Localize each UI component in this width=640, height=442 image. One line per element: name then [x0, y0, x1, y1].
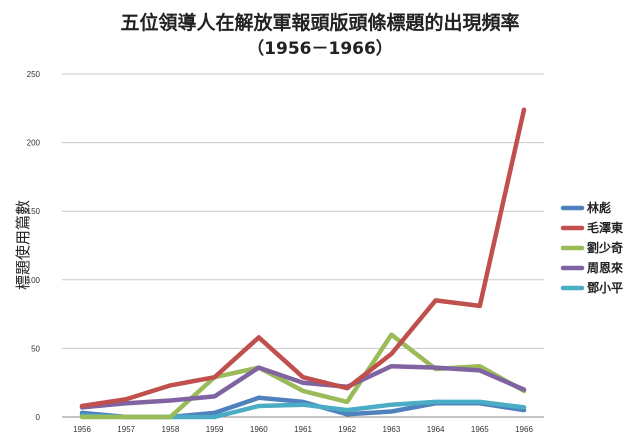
x-tick-label: 1965 [471, 425, 489, 434]
x-tick-label: 1962 [338, 425, 356, 434]
gridlines [62, 73, 544, 418]
y-tick-label: 150 [27, 207, 41, 216]
y-tick-label: 0 [36, 413, 41, 422]
legend-entry: 林彪 [587, 200, 611, 215]
x-tick-label: 1960 [250, 425, 268, 434]
x-tick-label: 1961 [294, 425, 312, 434]
x-tick-label: 1957 [117, 425, 135, 434]
y-tick-label: 100 [27, 276, 41, 285]
legend-entry: 劉少奇 [586, 240, 623, 255]
chart-title: 五位領導人在解放軍報頭版頭條標題的出現頻率 [120, 11, 519, 34]
x-tick-label: 1966 [515, 425, 533, 434]
y-tick-label: 200 [27, 139, 41, 148]
x-tick-label: 1964 [427, 425, 445, 434]
y-axis-label: 標題使用篇數 [14, 200, 32, 290]
x-tick-label: 1959 [206, 425, 224, 434]
legend-entry: 鄧小平 [587, 280, 623, 295]
x-tick-label: 1956 [73, 425, 91, 434]
y-tick-labels: 0 50 100 150 200 250 [27, 70, 41, 422]
x-tick-label: 1963 [383, 425, 401, 434]
legend-entry: 周恩來 [587, 260, 623, 275]
y-tick-label: 50 [31, 344, 40, 353]
legend-entry: 毛澤東 [587, 220, 623, 235]
y-tick-label: 250 [27, 70, 41, 79]
series-line-4 [79, 363, 527, 410]
chart-subtitle: （1956－1966） [247, 38, 393, 59]
x-tick-label: 1958 [162, 425, 180, 434]
series-line-2 [79, 107, 527, 409]
series-lines [79, 107, 527, 420]
x-tick-labels: 1956 1957 1958 1959 1960 1961 1962 1963 1964 1965… [73, 425, 533, 434]
